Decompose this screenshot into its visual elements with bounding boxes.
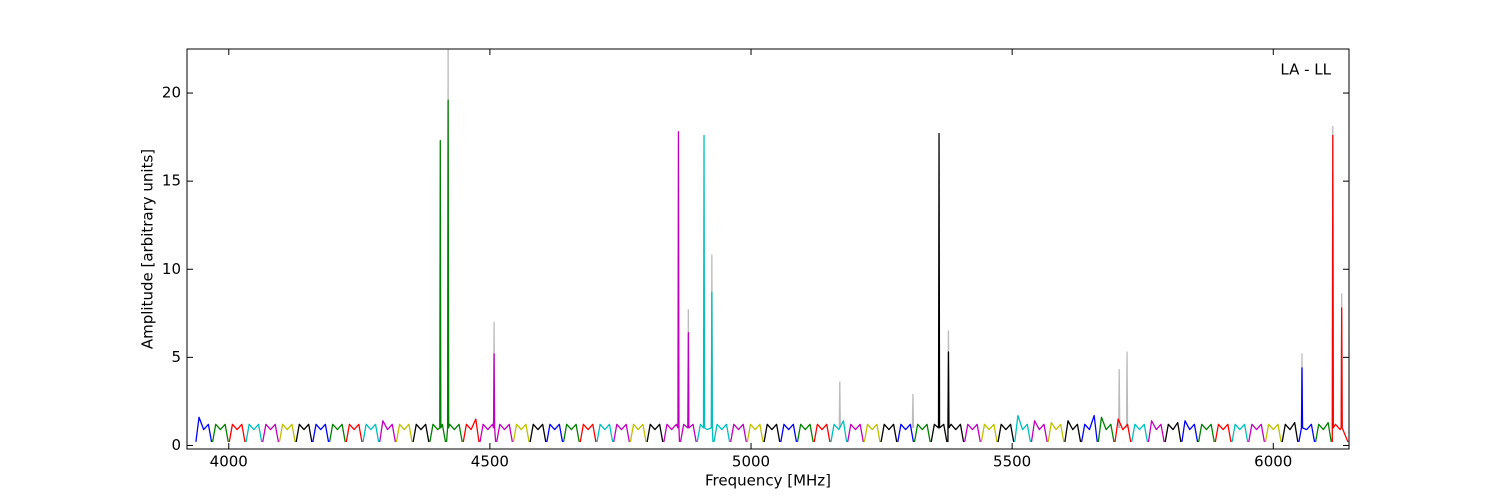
spectrum-line xyxy=(1097,416,1115,443)
axes-frame xyxy=(186,48,1350,450)
spectrum-line xyxy=(1264,423,1282,443)
spectrum-line xyxy=(362,423,380,443)
spectrum-line xyxy=(1064,420,1082,443)
annotation: LA - LL xyxy=(1280,61,1331,79)
spectrum-line xyxy=(211,423,229,443)
spectrum-line xyxy=(1214,423,1232,443)
spectrum-line xyxy=(913,423,931,443)
spectrum-line xyxy=(963,423,981,443)
y-tick-label: 20 xyxy=(162,84,181,102)
spectrum-line xyxy=(679,332,697,443)
spectrum-line xyxy=(1164,421,1182,443)
spectrum-line xyxy=(412,423,430,443)
spectrum-line xyxy=(462,418,480,443)
spectrum-line xyxy=(295,423,313,443)
spectrum-line xyxy=(1298,367,1316,443)
spectrum-line xyxy=(228,423,246,443)
spectrum-line xyxy=(1181,420,1199,443)
spectrum-line xyxy=(911,393,915,428)
spectrum-line xyxy=(880,423,898,443)
spectrum-line xyxy=(713,423,731,443)
spectrum-line xyxy=(445,99,463,443)
spectrum-line xyxy=(930,132,948,443)
spectrum-line xyxy=(429,139,447,443)
spectrum-line xyxy=(780,423,798,443)
spectrum-line xyxy=(262,423,280,443)
spectrum-line xyxy=(730,423,747,443)
spectrum-line xyxy=(947,351,965,443)
spectrum-line xyxy=(1231,423,1249,443)
spectrum-line xyxy=(579,423,597,443)
spectrum-line xyxy=(529,423,547,443)
y-tick-label: 5 xyxy=(171,348,181,366)
y-tick-label: 15 xyxy=(162,172,181,190)
spectrum-line xyxy=(663,131,681,443)
spectrum-line xyxy=(838,381,841,428)
spectrum-line xyxy=(997,423,1015,443)
spectrum-line xyxy=(629,423,647,443)
spectrum-line xyxy=(345,423,363,443)
y-tick-label: 0 xyxy=(171,436,181,454)
x-tick-label: 6000 xyxy=(1254,453,1292,471)
spectrum-line xyxy=(863,423,881,443)
x-tick-label: 4500 xyxy=(471,453,509,471)
y-tick-label: 10 xyxy=(162,260,181,278)
spectrum-line xyxy=(813,423,831,443)
spectrum-line xyxy=(1118,369,1121,428)
spectrum-line xyxy=(596,423,614,443)
spectrum-line xyxy=(312,423,330,443)
spectrum-line xyxy=(1114,418,1132,443)
spectrum-line xyxy=(1147,420,1165,443)
spectrum-line xyxy=(1281,421,1299,443)
spectrum-line xyxy=(245,423,263,443)
spectrum-line xyxy=(1197,423,1215,443)
spectrum-line xyxy=(980,423,998,443)
spectrum-line xyxy=(1030,420,1048,443)
spectrum-line xyxy=(796,423,814,443)
spectrum-line xyxy=(328,423,346,443)
spectrum-line xyxy=(746,423,764,443)
plot-area xyxy=(195,49,1349,443)
spectrum-line xyxy=(696,134,714,443)
spectrum-line xyxy=(379,420,397,443)
x-tick-label: 5500 xyxy=(993,453,1031,471)
spectrum-line xyxy=(763,423,781,443)
spectrum-line xyxy=(646,423,664,443)
x-tick-label: 4000 xyxy=(210,453,248,471)
spectrum-line xyxy=(1014,414,1032,443)
spectrum-line xyxy=(1248,423,1266,443)
spectrum-line xyxy=(1314,421,1332,443)
spectrum-line xyxy=(830,420,848,443)
spectrum-line xyxy=(479,353,497,443)
spectrum-line xyxy=(395,423,413,443)
spectrum-line xyxy=(613,423,630,443)
spectrum-line xyxy=(496,423,513,443)
y-axis-label: Amplitude [arbitrary units] xyxy=(139,149,157,349)
spectrum-line xyxy=(512,423,530,443)
spectrum-line xyxy=(1331,134,1349,443)
spectrum-line xyxy=(897,423,915,443)
x-tick-label: 5000 xyxy=(732,453,770,471)
spectrum-line xyxy=(562,423,580,443)
spectrum-line xyxy=(847,423,864,443)
spectrum-line xyxy=(1047,421,1065,443)
spectrum-line xyxy=(278,423,296,443)
spectrum-line xyxy=(546,423,564,443)
spectrum-line xyxy=(195,416,213,443)
spectrum-line xyxy=(1131,423,1149,443)
spectrum-line xyxy=(1080,414,1098,443)
spectrum-line xyxy=(1125,351,1129,428)
x-axis-label: Frequency [MHz] xyxy=(705,472,831,490)
